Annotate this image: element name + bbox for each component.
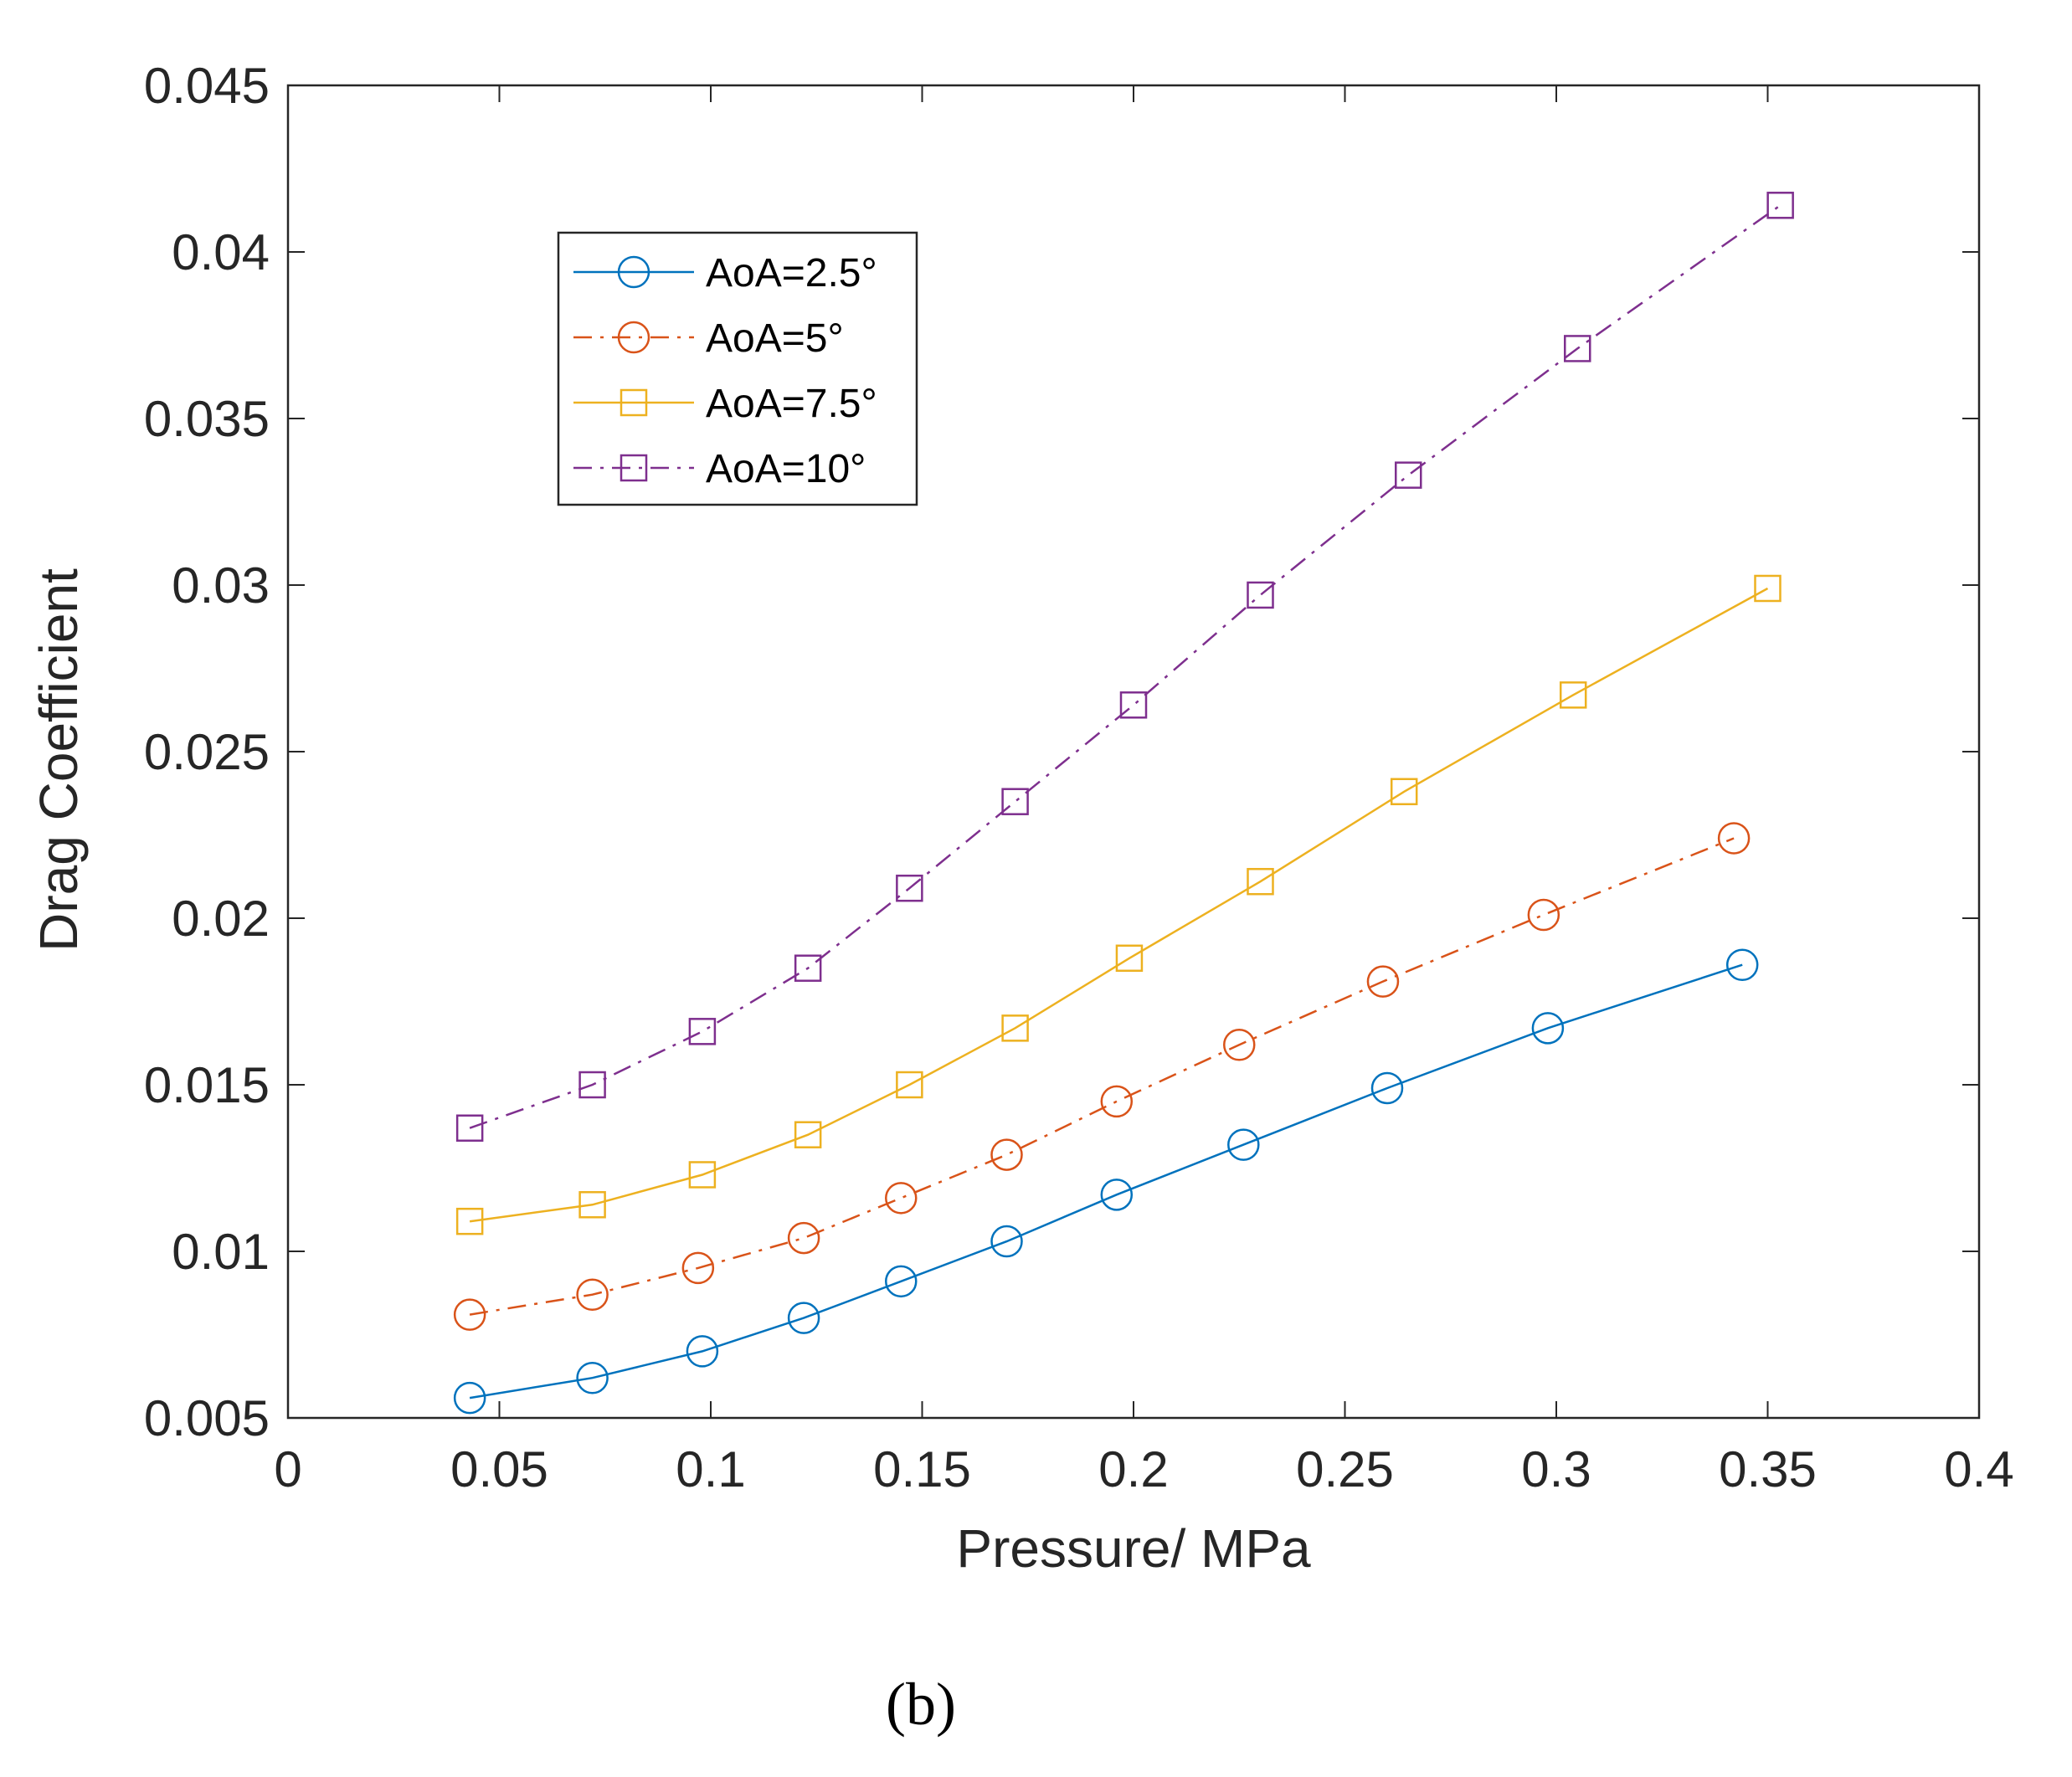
data-point-marker: [990, 1225, 1023, 1258]
data-point-marker: [681, 1251, 715, 1285]
data-point-marker: [990, 1138, 1023, 1171]
data-point-marker: [787, 1302, 820, 1334]
data-point-marker: [1001, 788, 1029, 815]
legend-entry: AoA=5°: [573, 316, 844, 361]
data-point-marker: [1390, 778, 1418, 806]
series-line: [469, 204, 1782, 1129]
data-point-marker: [1227, 1128, 1260, 1161]
y-tick-label: 0.015: [144, 1057, 270, 1113]
y-axis-title: Drag Coefficient: [28, 568, 89, 952]
plot-series: [453, 192, 1794, 1415]
series-line: [469, 837, 1735, 1316]
y-tick-label: 0.04: [172, 224, 270, 280]
x-tick-label: 0: [274, 1441, 301, 1497]
data-point-marker: [1717, 822, 1751, 855]
x-tick-label: 0.1: [676, 1441, 745, 1497]
data-point-marker: [576, 1278, 609, 1311]
x-tick-label: 0.05: [450, 1441, 548, 1497]
y-tick-label: 0.005: [144, 1390, 270, 1446]
data-point-marker: [1395, 461, 1422, 489]
series-line: [469, 587, 1769, 1223]
data-point-marker: [1725, 948, 1759, 981]
y-tick-label: 0.02: [172, 891, 270, 947]
legend-label: AoA=7.5°: [706, 382, 877, 426]
data-point-marker: [576, 1361, 609, 1394]
data-point-marker: [1247, 581, 1274, 609]
data-point-marker: [1564, 335, 1591, 362]
data-point-marker: [1559, 681, 1587, 709]
data-point-marker: [787, 1221, 820, 1255]
data-point-marker: [453, 1381, 486, 1415]
data-point-marker: [896, 1071, 923, 1099]
series-line: [469, 963, 1743, 1400]
data-point-marker: [455, 1207, 484, 1235]
y-tick-label: 0.03: [172, 557, 270, 614]
y-tick-label: 0.025: [144, 724, 270, 780]
legend-marker: [620, 388, 648, 417]
data-point-marker: [688, 1161, 717, 1189]
x-tick-label: 0.15: [873, 1441, 971, 1497]
legend-marker: [617, 255, 650, 289]
data-point-marker: [1119, 691, 1148, 719]
legend-box: [557, 231, 918, 506]
data-point-marker: [453, 1298, 486, 1331]
data-point-marker: [896, 874, 923, 902]
data-point-marker: [1115, 944, 1144, 973]
data-point-marker: [794, 1121, 822, 1148]
data-point-marker: [1766, 192, 1794, 219]
data-point-marker: [1223, 1028, 1256, 1061]
axes-frame: [286, 84, 1981, 1420]
y-tick-label: 0.045: [144, 58, 270, 114]
data-point-marker: [885, 1182, 918, 1215]
x-tick-label: 0.3: [1521, 1441, 1591, 1497]
y-tick-label: 0.01: [172, 1224, 270, 1280]
x-tick-label: 0.25: [1296, 1441, 1394, 1497]
series-3: [455, 574, 1782, 1235]
data-point-marker: [688, 1018, 717, 1045]
legend-entry: AoA=10°: [573, 447, 866, 491]
x-axis-title: Pressure/ MPa: [956, 1518, 1311, 1579]
data-point-marker: [1100, 1085, 1134, 1118]
axis-labels: 0 0.05 0.1 0.15 0.2 0.25 0.3 0.35 0.4 0.005 0.01 0.…: [144, 58, 2014, 1497]
data-point-marker: [455, 1114, 484, 1142]
data-point-marker: [1366, 965, 1400, 998]
data-point-marker: [1531, 1012, 1565, 1045]
series-1: [453, 948, 1759, 1415]
legend-marker: [617, 321, 650, 354]
legend-label: AoA=2.5°: [706, 251, 877, 295]
x-tick-label: 0.2: [1098, 1441, 1168, 1497]
y-tick-label: 0.035: [144, 391, 270, 447]
legend: AoA=2.5° AoA=5° AoA=7.5° AoA=10°: [557, 231, 918, 506]
legend-entry: AoA=7.5°: [573, 382, 877, 426]
data-point-marker: [794, 954, 822, 982]
data-point-marker: [578, 1191, 606, 1219]
data-point-marker: [1370, 1071, 1404, 1105]
x-tick-label: 0.4: [1944, 1441, 2013, 1497]
legend-label: AoA=5°: [706, 316, 844, 361]
data-point-marker: [1527, 898, 1560, 932]
data-point-marker: [1247, 867, 1274, 896]
data-point-marker: [885, 1265, 918, 1298]
data-point-marker: [578, 1071, 606, 1099]
data-point-marker: [1001, 1014, 1029, 1042]
data-point-marker: [1754, 574, 1782, 603]
data-point-marker: [1100, 1179, 1134, 1211]
legend-marker: [620, 454, 648, 482]
series-4: [455, 192, 1794, 1142]
series-2: [453, 822, 1751, 1331]
legend-label: AoA=10°: [706, 447, 866, 491]
axes-box: [286, 84, 1981, 1420]
data-point-marker: [686, 1335, 719, 1368]
figure-caption: (b): [886, 1671, 956, 1738]
x-tick-label: 0.35: [1719, 1441, 1817, 1497]
legend-entry: AoA=2.5°: [573, 251, 877, 295]
